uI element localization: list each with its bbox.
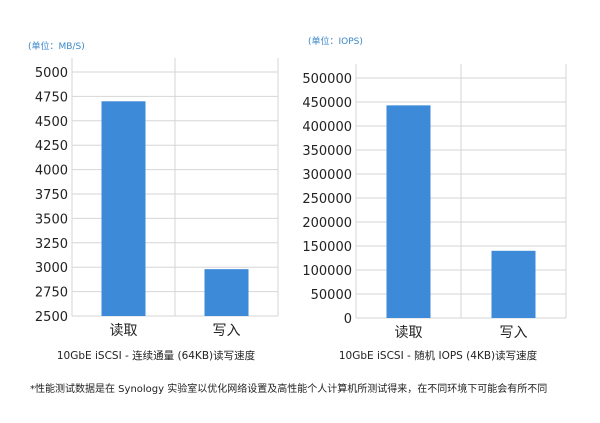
chart2-y-ticks: 5000004500004000003500003000002500002000…	[302, 72, 352, 327]
y-tick-label: 400000	[302, 120, 352, 135]
chart1-bars	[101, 101, 249, 316]
y-tick-label: 200000	[302, 216, 352, 231]
y-tick-label: 3500	[35, 212, 68, 227]
chart2-bars	[386, 105, 536, 318]
chart1-y-ticks: 5000 4750 4500 4250 4000 3750 3500 3250 3000 2750…	[35, 66, 68, 325]
y-tick-label: 50000	[311, 288, 352, 303]
y-tick-label: 4500	[35, 115, 68, 130]
y-tick-label: 4750	[35, 90, 68, 105]
category-label: 写入	[213, 323, 241, 339]
chart2-caption: 10GbE iSCSI - 随机 IOPS (4KB)读写速度	[339, 349, 538, 362]
random-iops-chart: (单位：IOPS) 500000450000400000350000300000…	[302, 35, 567, 362]
sequential-throughput-chart: (单位：MB/S) 5000 4750 4500 4250 4000 3750 3500 32…	[28, 40, 279, 362]
bar-write	[491, 250, 536, 318]
footnote: *性能测试数据是在 Synology 实验室以优化网络设置及高性能个人计算机所测…	[30, 384, 548, 395]
y-tick-label: 5000	[35, 66, 68, 81]
y-tick-label: 450000	[302, 96, 352, 111]
chart2-unit-label: (单位：IOPS)	[308, 35, 363, 47]
y-tick-label: 150000	[302, 240, 352, 255]
y-tick-label: 300000	[302, 168, 352, 183]
y-tick-label: 4250	[35, 139, 68, 154]
category-label: 读取	[395, 324, 423, 341]
benchmark-charts: (单位：MB/S) 5000 4750 4500 4250 4000 3750 3500 32…	[28, 35, 567, 362]
y-tick-label: 500000	[302, 72, 352, 87]
bar-read	[101, 101, 146, 316]
y-tick-label: 0	[344, 312, 352, 327]
y-tick-label: 3750	[35, 188, 68, 203]
chart1-unit-label: (单位：MB/S)	[28, 40, 85, 52]
y-tick-label: 2750	[35, 286, 68, 301]
chart1-categories: 读取 写入	[110, 322, 241, 339]
y-tick-label: 3000	[35, 261, 68, 276]
bar-read	[386, 105, 431, 318]
chart2-categories: 读取 写入	[395, 324, 528, 341]
y-tick-label: 4000	[35, 164, 68, 179]
y-tick-label: 100000	[302, 264, 352, 279]
y-tick-label: 350000	[302, 144, 352, 159]
y-tick-label: 250000	[302, 192, 352, 207]
bar-write	[204, 269, 249, 316]
y-tick-label: 2500	[35, 310, 68, 325]
category-label: 读取	[110, 322, 138, 339]
category-label: 写入	[500, 325, 528, 341]
y-tick-label: 3250	[35, 237, 68, 252]
chart1-caption: 10GbE iSCSI - 连续通量 (64KB)读写速度	[57, 349, 256, 362]
